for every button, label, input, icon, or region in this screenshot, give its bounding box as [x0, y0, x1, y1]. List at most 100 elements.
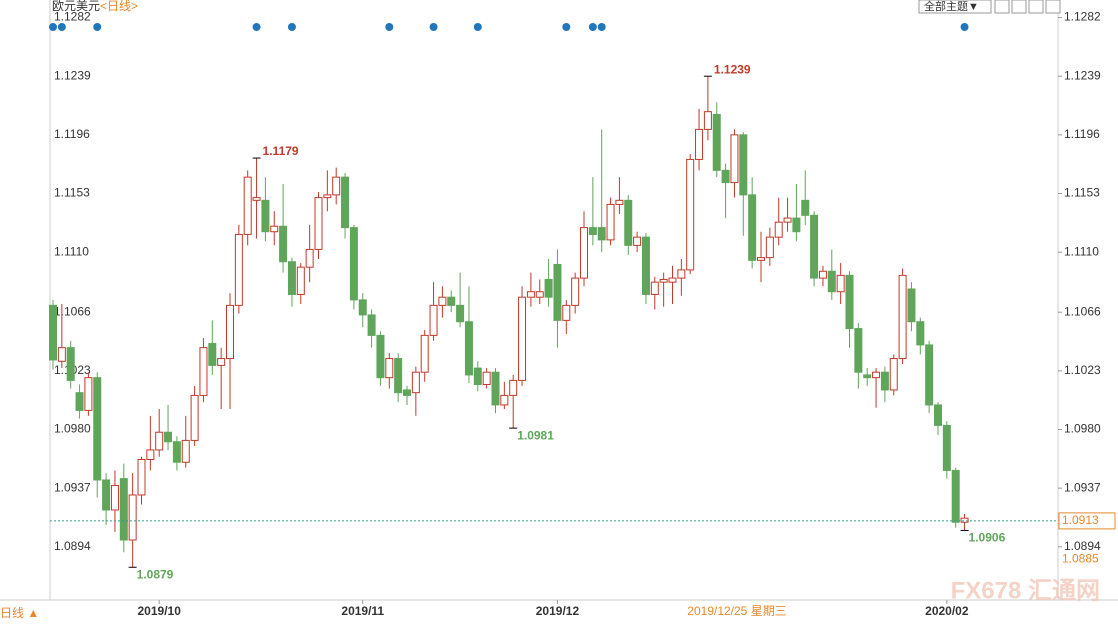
candle-body — [553, 263, 562, 321]
candle-body — [526, 291, 535, 298]
high-label: 1.1179 — [263, 144, 299, 158]
candle-body — [518, 296, 527, 381]
candle-body — [544, 278, 553, 298]
candle-body — [234, 233, 243, 306]
candle-body — [447, 296, 456, 306]
candle-body — [500, 394, 509, 406]
event-marker — [49, 23, 57, 31]
y-tick-label-left: 1.0937 — [54, 480, 91, 494]
y-tick-label-right: 1.1023 — [1064, 363, 1101, 377]
x-tick-label: 2020/02 — [925, 604, 969, 618]
candle-body — [146, 449, 155, 461]
icon-button[interactable] — [1028, 0, 1044, 14]
candle-body — [641, 236, 650, 295]
candle-body — [916, 321, 925, 346]
candle-body — [261, 199, 270, 233]
candle-body — [889, 358, 898, 391]
candle-body — [810, 214, 819, 279]
candle-body — [341, 176, 350, 229]
y-tick-label-left: 1.1110 — [54, 244, 89, 258]
candle-body — [863, 374, 872, 379]
candle-body — [712, 113, 721, 171]
cursor-price-label: 1.0885 — [1062, 551, 1099, 565]
y-tick-label-right: 1.1196 — [1064, 127, 1100, 141]
candle-body — [880, 371, 889, 391]
candle-body — [349, 227, 358, 301]
icon-button[interactable] — [994, 0, 1010, 14]
low-label: 1.0981 — [517, 428, 554, 442]
candle-body — [668, 277, 677, 283]
candle-body — [164, 431, 173, 443]
icon-button[interactable] — [1011, 0, 1027, 14]
theme-button[interactable] — [918, 0, 992, 14]
low-label: 1.0879 — [137, 567, 174, 581]
y-tick-label-left: 1.1239 — [54, 68, 91, 82]
candle-body — [226, 304, 234, 360]
candle-body — [597, 227, 606, 241]
candle-body — [314, 197, 323, 250]
bottom-left-label: 日线 ▲ — [0, 606, 39, 620]
theme-button-label[interactable]: 全部主题▼ — [924, 0, 979, 13]
candle-body — [270, 225, 279, 233]
candle-body — [925, 344, 934, 406]
candle-body — [854, 328, 863, 373]
candle-body — [429, 304, 438, 336]
candle-body — [438, 296, 447, 306]
candle-body — [615, 199, 624, 205]
icon-button[interactable] — [1045, 0, 1061, 14]
candle-body — [659, 278, 668, 283]
y-tick-label-right: 1.0937 — [1064, 480, 1101, 494]
candle-body — [84, 377, 93, 411]
candle-body — [783, 217, 792, 223]
candle-body — [456, 304, 465, 323]
candle-body — [323, 194, 332, 199]
candle-body — [66, 347, 75, 381]
candle-body — [279, 225, 288, 263]
x-tick-label: 2019/10 — [138, 604, 182, 618]
candle-body — [907, 288, 916, 323]
current-price-label: 1.0913 — [1062, 513, 1099, 527]
candle-body — [137, 459, 146, 496]
candle-body — [172, 441, 181, 463]
candle-body — [491, 371, 500, 406]
event-marker — [385, 23, 394, 31]
candle-body — [792, 217, 801, 233]
candle-body — [580, 227, 588, 279]
candle-body — [739, 134, 748, 196]
chart-title: 欧元美元 — [52, 0, 100, 13]
candle-body — [358, 299, 367, 316]
candle-body — [473, 367, 482, 385]
candle-body — [217, 358, 226, 366]
candle-body — [49, 304, 57, 361]
candle-body — [686, 158, 695, 271]
candle-body — [332, 176, 341, 196]
event-marker — [57, 23, 66, 31]
event-marker — [287, 23, 296, 31]
candle-body — [774, 221, 783, 238]
candle-body — [287, 261, 296, 295]
y-tick-label-left: 1.0894 — [54, 539, 91, 553]
y-tick-label-right: 1.1153 — [1064, 186, 1100, 200]
candle-body — [827, 270, 836, 293]
low-label: 1.0906 — [969, 531, 1006, 545]
candle-body — [872, 371, 881, 379]
candle-body — [562, 304, 571, 321]
candle-body — [960, 517, 969, 523]
current-price-box — [1058, 512, 1116, 530]
candle-body — [801, 199, 810, 216]
candle-body — [208, 343, 217, 366]
candle-body — [757, 257, 765, 261]
candle-body — [845, 274, 854, 330]
y-tick-label-right: 1.1066 — [1064, 304, 1101, 318]
candle-body — [509, 379, 518, 396]
y-tick-label-right: 1.1282 — [1064, 10, 1101, 24]
y-tick-label-right: 1.0980 — [1064, 422, 1101, 436]
candle-body — [181, 439, 190, 463]
candle-body — [624, 199, 633, 246]
y-tick-label-left: 1.1282 — [54, 10, 91, 24]
candle-body — [403, 389, 411, 396]
cursor-date: 2019/12/25 星期三 — [687, 604, 786, 618]
candle-body — [695, 128, 704, 160]
candle-body — [243, 176, 252, 235]
